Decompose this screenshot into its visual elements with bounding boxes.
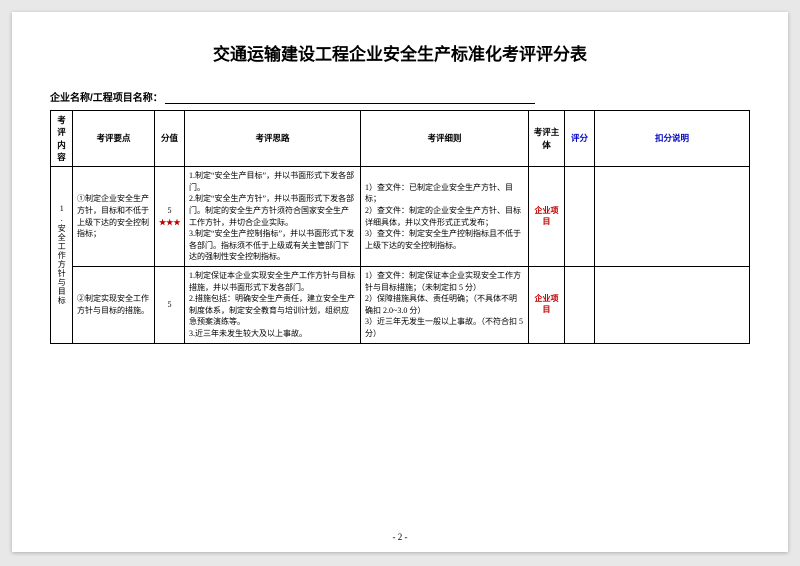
category-cell: 1.安全工作方针与目标 xyxy=(51,167,73,343)
point-cell: ①制定企业安全生产方针，目标和不低于上级下达的安全控制指标； xyxy=(73,167,155,267)
mark-cell xyxy=(565,167,595,267)
page-number: - 2 - xyxy=(12,532,788,542)
scoring-table: 考评内容 考评要点 分值 考评思路 考评细则 考评主体 评分 扣分说明 1.安全… xyxy=(50,110,750,344)
th-idea: 考评思路 xyxy=(185,111,361,167)
subtitle-label: 企业名称/工程项目名称： xyxy=(50,89,163,104)
th-content: 考评内容 xyxy=(51,111,73,167)
document-page: 交通运输建设工程企业安全生产标准化考评评分表 企业名称/工程项目名称： 考评内容… xyxy=(12,12,788,552)
table-header-row: 考评内容 考评要点 分值 考评思路 考评细则 考评主体 评分 扣分说明 xyxy=(51,111,750,167)
body-cell: 企业项目 xyxy=(529,167,565,267)
idea-cell: 1.制定保证本企业实现安全生产工作方针与目标措施，并以书面形式下发各部门。 2.… xyxy=(185,267,361,344)
rule-cell: 1）查文件：制定保证本企业实现安全工作方针与目标措施；（未制定扣 5 分） 2）… xyxy=(361,267,529,344)
point-cell: ②制定实现安全工作方针与目标的措施。 xyxy=(73,267,155,344)
table-row: 1.安全工作方针与目标 ①制定企业安全生产方针，目标和不低于上级下达的安全控制指… xyxy=(51,167,750,267)
th-body: 考评主体 xyxy=(529,111,565,167)
body-cell: 企业项目 xyxy=(529,267,565,344)
table-row: ②制定实现安全工作方针与目标的措施。 5 1.制定保证本企业实现安全生产工作方针… xyxy=(51,267,750,344)
score-value: 5 xyxy=(168,206,172,215)
subtitle-underline xyxy=(165,92,535,104)
th-rule: 考评细则 xyxy=(361,111,529,167)
score-stars: ★★★ xyxy=(159,218,181,227)
page-title: 交通运输建设工程企业安全生产标准化考评评分表 xyxy=(50,40,750,65)
deduct-cell xyxy=(595,167,750,267)
subtitle-row: 企业名称/工程项目名称： xyxy=(50,89,750,104)
score-cell: 5 ★★★ xyxy=(155,167,185,267)
th-point: 考评要点 xyxy=(73,111,155,167)
idea-cell: 1.制定“安全生产目标”，并以书面形式下发各部门。 2.制定“安全生产方针”，并… xyxy=(185,167,361,267)
rule-cell: 1）查文件：已制定企业安全生产方针、目标； 2）查文件：制定的企业安全生产方针、… xyxy=(361,167,529,267)
th-mark: 评分 xyxy=(565,111,595,167)
deduct-cell xyxy=(595,267,750,344)
score-cell: 5 xyxy=(155,267,185,344)
th-score: 分值 xyxy=(155,111,185,167)
th-deduct: 扣分说明 xyxy=(595,111,750,167)
mark-cell xyxy=(565,267,595,344)
